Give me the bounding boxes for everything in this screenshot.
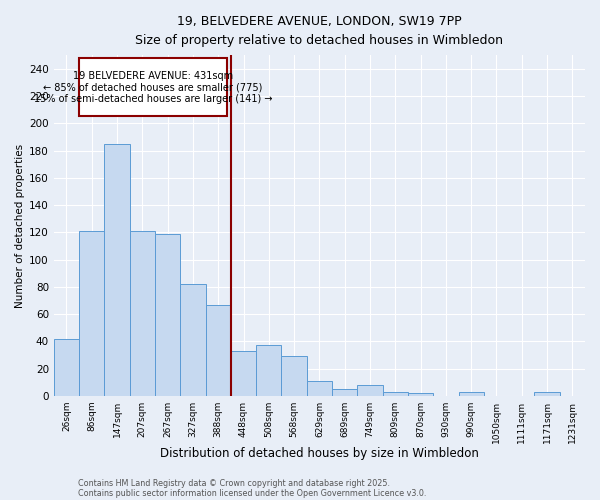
Bar <box>281 356 307 396</box>
Bar <box>535 392 560 396</box>
Bar <box>54 338 79 396</box>
Text: Contains public sector information licensed under the Open Government Licence v3: Contains public sector information licen… <box>78 488 427 498</box>
Bar <box>307 381 332 396</box>
FancyBboxPatch shape <box>79 58 227 116</box>
Bar <box>206 304 231 396</box>
Bar <box>408 393 433 396</box>
Y-axis label: Number of detached properties: Number of detached properties <box>15 144 25 308</box>
Bar <box>332 389 358 396</box>
Text: 19 BELVEDERE AVENUE: 431sqm
← 85% of detached houses are smaller (775)
15% of se: 19 BELVEDERE AVENUE: 431sqm ← 85% of det… <box>34 70 272 104</box>
Bar <box>104 144 130 396</box>
Bar <box>180 284 206 396</box>
Bar <box>383 392 408 396</box>
Bar <box>155 234 180 396</box>
Bar <box>358 385 383 396</box>
X-axis label: Distribution of detached houses by size in Wimbledon: Distribution of detached houses by size … <box>160 447 479 460</box>
Bar <box>231 351 256 396</box>
Title: 19, BELVEDERE AVENUE, LONDON, SW19 7PP
Size of property relative to detached hou: 19, BELVEDERE AVENUE, LONDON, SW19 7PP S… <box>136 15 503 47</box>
Text: Contains HM Land Registry data © Crown copyright and database right 2025.: Contains HM Land Registry data © Crown c… <box>78 478 390 488</box>
Bar <box>130 231 155 396</box>
Bar <box>79 231 104 396</box>
Bar <box>256 346 281 396</box>
Bar <box>458 392 484 396</box>
